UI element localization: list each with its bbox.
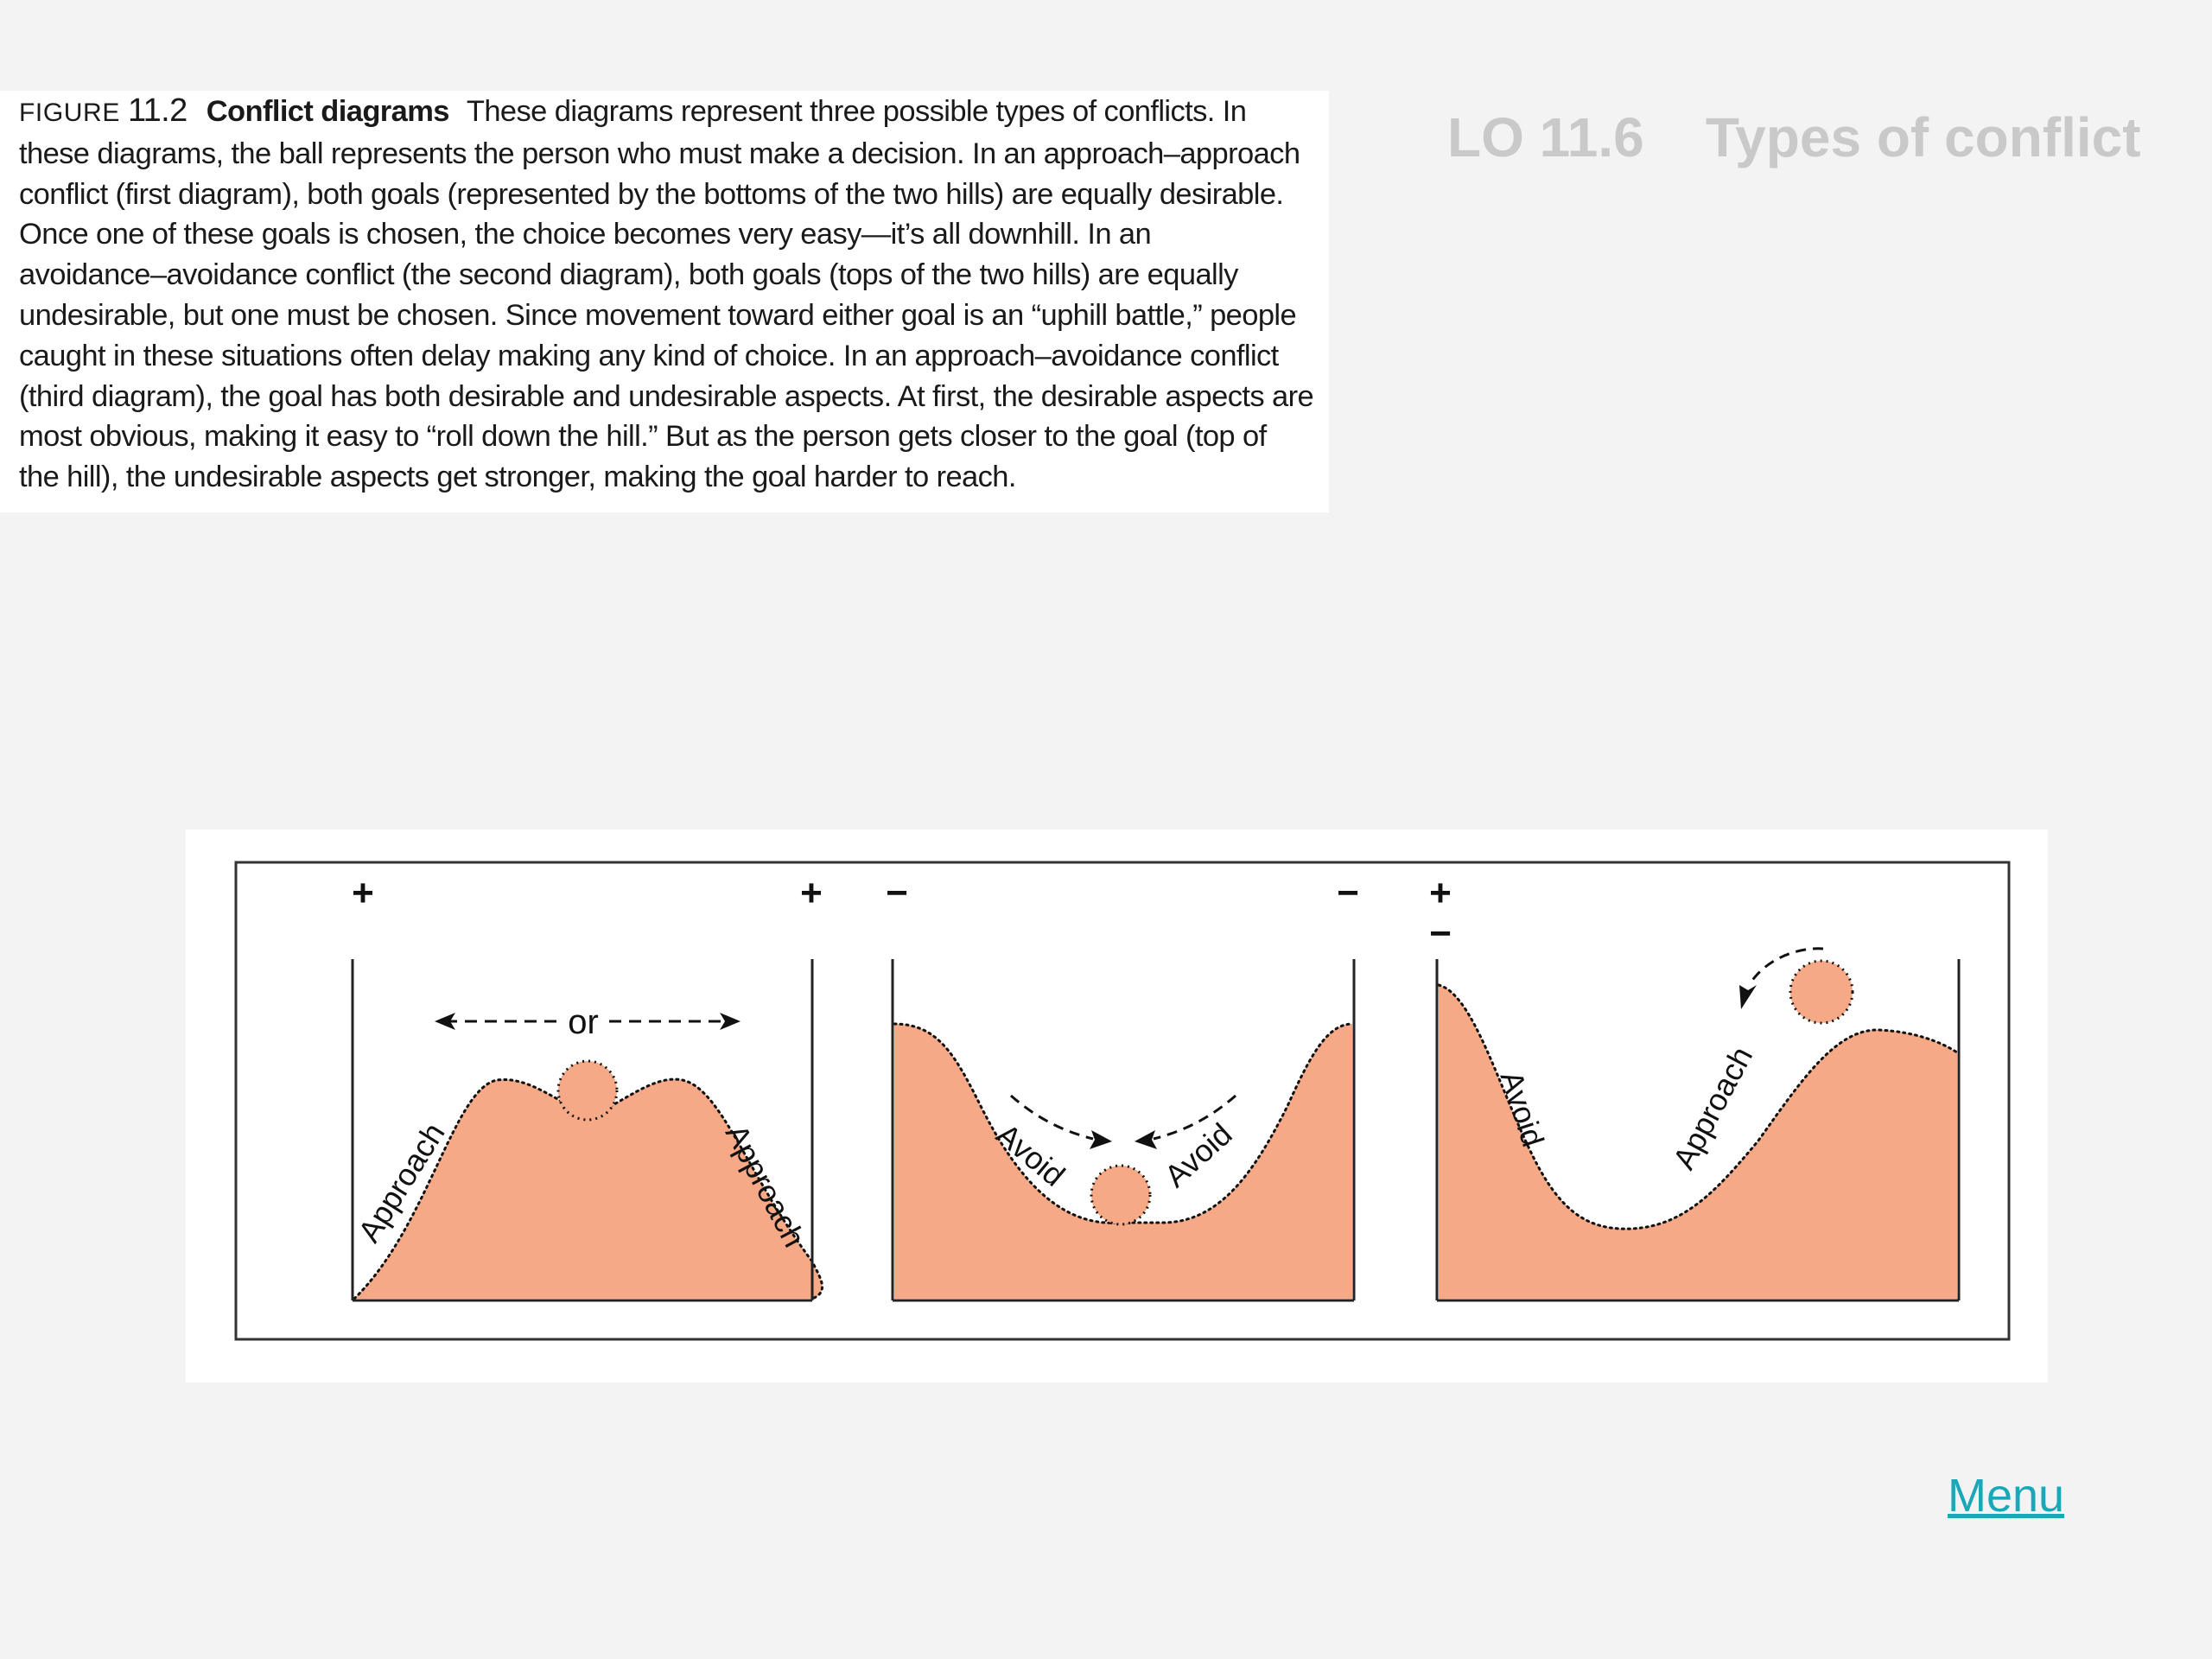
figure-title: Conflict diagrams: [206, 95, 450, 128]
panel2-arrowhead-right: [1135, 1130, 1157, 1149]
panel1-arrowhead-left: [435, 1013, 455, 1030]
panel2-valley-outline: [893, 1022, 1354, 1224]
panel2-right-sign: −: [1337, 872, 1359, 914]
caption-text: FIGURE 11.2 Conflict diagrams These diagra…: [19, 91, 1332, 498]
panel3-arrowhead: [1739, 985, 1757, 1009]
diagram-frame: [234, 861, 2011, 1341]
panel1-arrow-label: or: [568, 1003, 599, 1041]
panel1-left-sign: +: [352, 872, 374, 914]
panel2-arrow-left: [1010, 1094, 1094, 1141]
slide-title: LO 11.6 Types of conflict: [1447, 106, 2141, 168]
panel2-right-label: Avoid: [1158, 1116, 1239, 1194]
conflict-diagrams-svg: + + or Approach Approach − − Avoid Avo: [234, 861, 2011, 1341]
panel-approach-approach: + + or Approach Approach: [351, 872, 823, 1302]
panel3-right-label: Approach: [1666, 1040, 1760, 1174]
panel1-right-sign: +: [800, 872, 823, 914]
panel1-ball: [556, 1059, 619, 1122]
panel1-hill: [354, 1079, 823, 1299]
panel2-arrow-right: [1153, 1094, 1236, 1141]
figure-caption: FIGURE 11.2 Conflict diagrams These diagra…: [0, 91, 1329, 512]
panel3-bottom-sign: −: [1429, 912, 1452, 955]
conflict-diagrams: + + or Approach Approach − − Avoid Avo: [186, 830, 2048, 1382]
panel-approach-avoidance: + − Avoid Approach: [1429, 872, 1961, 1302]
panel1-arrowhead-right: [720, 1013, 741, 1030]
figure-prefix: FIGURE: [19, 99, 120, 127]
panel2-ball: [1090, 1164, 1152, 1226]
panel3-ball: [1789, 959, 1854, 1025]
panel3-top-sign: +: [1429, 872, 1452, 914]
panel-avoidance-avoidance: − − Avoid Avoid: [886, 872, 1359, 1302]
panel3-terrain: [1439, 985, 1957, 1299]
caption-body: These diagrams represent three possible …: [19, 95, 1314, 494]
panel2-left-sign: −: [886, 872, 908, 914]
figure-number: 11.2: [127, 92, 188, 129]
menu-link[interactable]: Menu: [1948, 1470, 2065, 1522]
panel2-valley: [894, 1024, 1352, 1299]
panel2-arrowhead-left: [1090, 1130, 1112, 1149]
panel3-arrow: [1750, 947, 1824, 982]
panel3-terrain-outline: [1437, 983, 1959, 1230]
